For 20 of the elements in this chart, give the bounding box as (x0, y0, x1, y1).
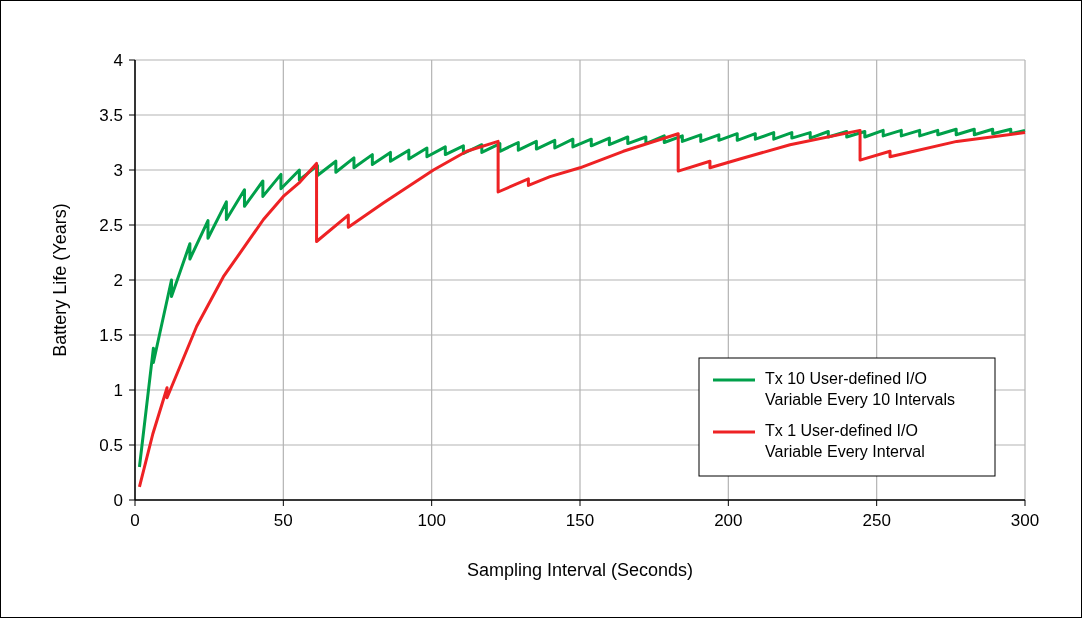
y-tick-label: 2 (113, 270, 123, 290)
y-axis-title: Battery Life (Years) (50, 203, 70, 357)
y-tick-label: 0.5 (99, 435, 123, 455)
y-tick-label: 1.5 (99, 325, 123, 345)
x-tick-label: 200 (714, 511, 743, 530)
x-tick-label: 0 (130, 511, 140, 530)
x-tick-label: 100 (417, 511, 446, 530)
x-tick-label: 50 (273, 511, 293, 530)
legend-label: Tx 10 User-defined I/O Variable Every 10 Intervals (765, 370, 956, 408)
y-tick-label: 1 (113, 380, 123, 400)
x-tick-label: 150 (565, 511, 595, 530)
y-tick-label: 3.5 (99, 105, 123, 125)
y-tick-label: 2.5 (99, 215, 123, 235)
x-tick-label: 300 (1010, 511, 1040, 530)
x-tick-label: 250 (862, 511, 891, 530)
y-tick-label: 3 (113, 160, 123, 180)
y-tick-label: 0 (113, 490, 123, 510)
x-axis-title: Sampling Interval (Seconds) (466, 560, 694, 580)
legend-label: Tx 1 User-defined I/O Variable Every Interval (765, 422, 925, 460)
y-tick-label: 4 (113, 50, 123, 70)
